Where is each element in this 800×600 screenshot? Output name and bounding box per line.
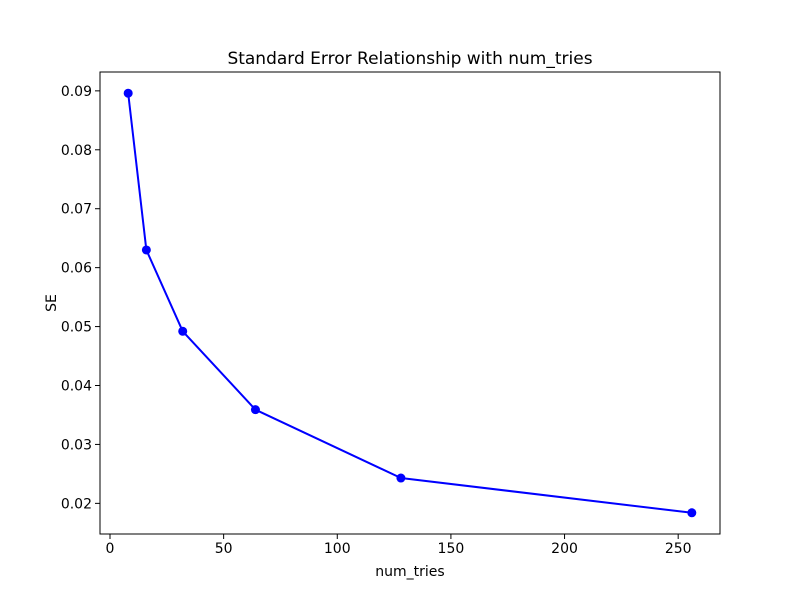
- y-tick-label: 0.09: [61, 84, 92, 100]
- se-point: [396, 473, 406, 483]
- y-axis-label: SE: [44, 294, 60, 312]
- se-point: [178, 326, 188, 336]
- y-tick-label: 0.04: [61, 379, 92, 395]
- y-tick-label: 0.08: [61, 143, 92, 159]
- y-tick-label: 0.06: [61, 261, 92, 277]
- x-tick-label: 0: [106, 541, 115, 557]
- x-tick-label: 150: [438, 541, 465, 557]
- y-tick-label: 0.03: [61, 437, 92, 453]
- y-tick-label: 0.05: [61, 320, 92, 336]
- se-point: [123, 88, 133, 98]
- plot-area: 0 50 100 150 200 250 0.02 0.03 0.04 0.05 0.06 0.07 0…: [61, 71, 721, 557]
- y-tick-label: 0.07: [61, 202, 92, 218]
- x-tick-label: 250: [665, 541, 692, 557]
- y-tick-label: 0.02: [61, 496, 92, 512]
- se-line: [127, 92, 693, 514]
- x-tick-label: 200: [551, 541, 578, 557]
- x-axis-label: num_tries: [375, 564, 444, 580]
- se-point: [250, 405, 260, 415]
- se-point: [687, 508, 697, 518]
- x-tick-label: 50: [215, 541, 233, 557]
- chart-title: Standard Error Relationship with num_tri…: [227, 49, 592, 69]
- se-point: [141, 245, 151, 255]
- x-tick-label: 100: [324, 541, 351, 557]
- plot-frame: [99, 71, 721, 535]
